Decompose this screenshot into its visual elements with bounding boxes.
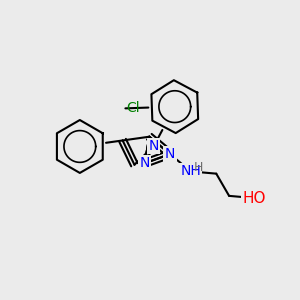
Text: H: H (194, 161, 203, 174)
Text: NH: NH (180, 164, 201, 178)
Text: N: N (140, 156, 150, 170)
Text: Cl: Cl (126, 101, 140, 116)
Text: HO: HO (243, 190, 266, 206)
Text: N: N (149, 139, 159, 153)
Text: N: N (165, 147, 175, 161)
